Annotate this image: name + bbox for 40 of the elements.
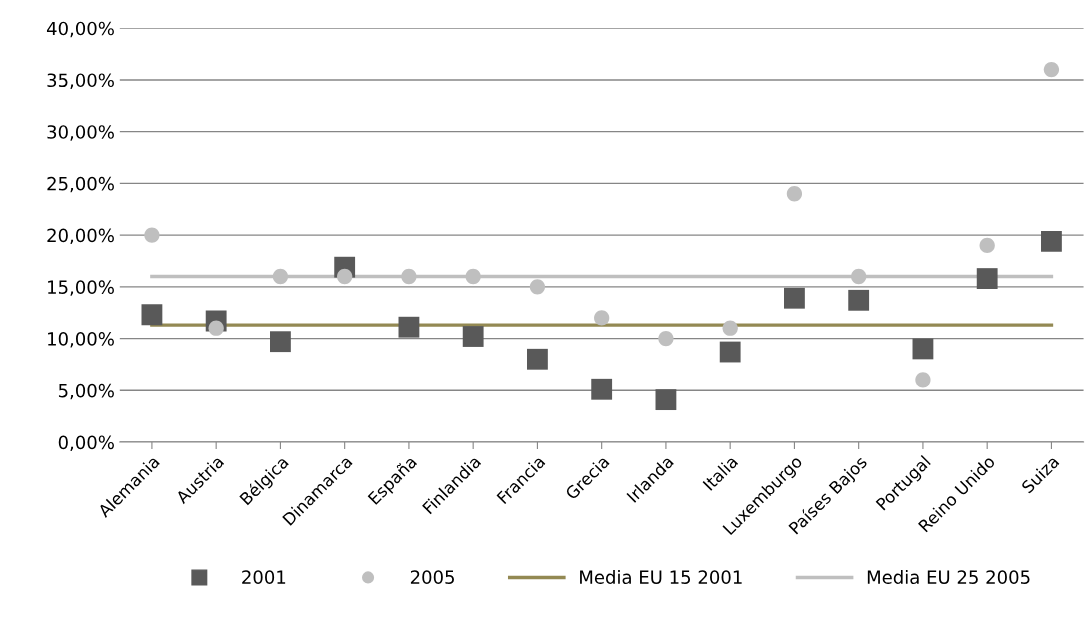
- point: [401, 268, 417, 285]
- point: [529, 279, 546, 295]
- point: [527, 348, 548, 370]
- point: [851, 268, 867, 285]
- point: [270, 331, 291, 353]
- legend-label: 2001: [242, 570, 286, 584]
- point: [398, 316, 420, 338]
- point: [655, 389, 677, 411]
- point: [591, 378, 613, 400]
- point: [719, 341, 741, 363]
- legend-label: Media EU 15 2001: [580, 570, 742, 584]
- y-tick-label: 30,00%: [47, 125, 114, 141]
- point: [976, 268, 998, 289]
- point: [141, 304, 163, 326]
- point: [786, 186, 803, 202]
- y-tick-label: 40,00%: [46, 21, 114, 38]
- point: [1041, 230, 1062, 252]
- point: [848, 289, 870, 311]
- legend-label: 2005: [410, 570, 454, 584]
- point: [979, 237, 995, 254]
- legend-label: Media EU 25 2005: [867, 570, 1030, 584]
- point: [784, 287, 805, 309]
- point: [912, 338, 934, 360]
- y-tick-label: 15,00%: [48, 280, 114, 296]
- point: [144, 227, 160, 243]
- point: [272, 268, 289, 285]
- point: [337, 268, 353, 285]
- point: [658, 330, 674, 347]
- point: [594, 310, 610, 326]
- point: [1043, 61, 1060, 78]
- y-tick-label: 0,00%: [58, 435, 114, 451]
- point: [465, 268, 481, 285]
- y-tick-label: 10,00%: [48, 332, 114, 348]
- y-tick-label: 25,00%: [47, 176, 114, 193]
- y-tick-label: 5,00%: [58, 383, 114, 400]
- point: [915, 372, 931, 388]
- y-tick-label: 20,00%: [47, 228, 114, 245]
- point: [722, 320, 738, 336]
- point: [462, 326, 484, 347]
- y-tick-label: 35,00%: [47, 73, 114, 89]
